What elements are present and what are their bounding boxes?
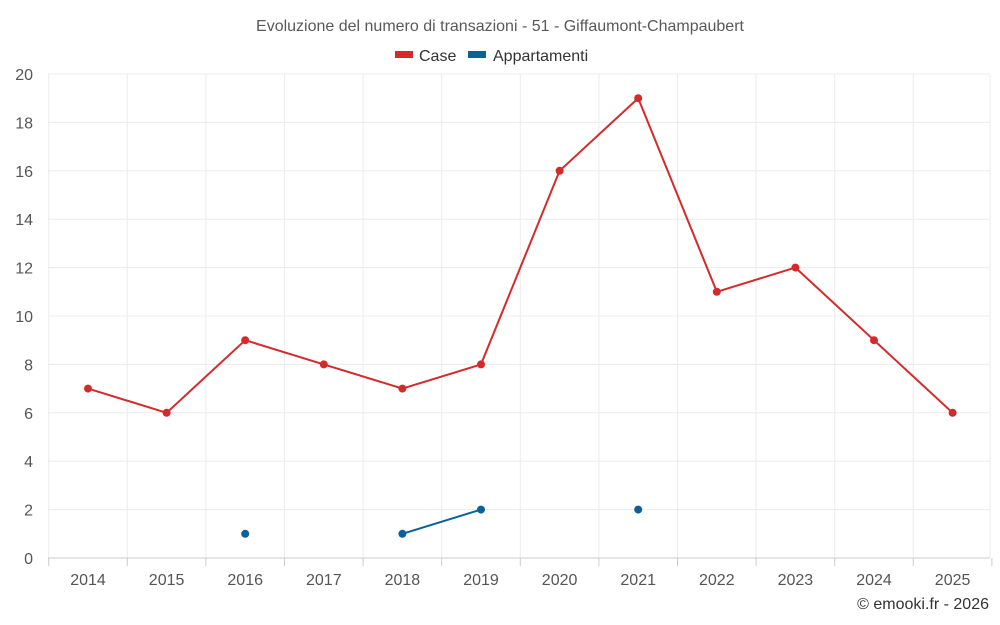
x-tick-label: 2023: [778, 572, 814, 589]
data-point-case[interactable]: [791, 263, 800, 272]
data-point-case[interactable]: [319, 360, 328, 369]
x-tick-label: 2024: [856, 572, 892, 589]
x-tick-label: 2019: [463, 572, 499, 589]
legend: Case Appartamenti: [395, 48, 588, 65]
x-tick-label: 2015: [149, 572, 185, 589]
y-tick-label: 10: [15, 309, 33, 326]
legend-label-case: Case: [419, 48, 456, 65]
x-axis: 2014 2015 2016 2017 2018 2019 2020 2021 2022 2023…: [48, 557, 993, 589]
data-point-case[interactable]: [84, 384, 92, 393]
y-tick-label: 20: [15, 67, 33, 84]
y-tick-label: 0: [24, 551, 33, 568]
legend-label-appartamenti: Appartamenti: [493, 48, 588, 65]
y-tick-label: 16: [15, 164, 33, 181]
grid: [48, 73, 991, 558]
chart-title: Evoluzione del numero di transazioni - 5…: [256, 18, 745, 35]
x-tick-label: 2020: [542, 572, 578, 589]
data-point-appartamenti[interactable]: [477, 505, 485, 514]
data-point-case[interactable]: [162, 408, 171, 417]
y-tick-label: 6: [24, 406, 33, 423]
x-tick-label: 2022: [699, 572, 735, 589]
legend-swatch-appartamenti: [468, 51, 486, 58]
data-point-case[interactable]: [712, 287, 721, 296]
x-tick-label: 2018: [385, 572, 421, 589]
x-tick-label: 2025: [935, 572, 971, 589]
x-tick-label: 2014: [70, 572, 106, 589]
series-line-case: [87, 97, 954, 414]
data-point-case[interactable]: [948, 408, 957, 417]
data-point-appartamenti[interactable]: [634, 505, 643, 514]
data-point-appartamenti[interactable]: [241, 529, 250, 538]
data-point-case[interactable]: [477, 360, 485, 369]
series-case: [84, 94, 957, 417]
data-point-case[interactable]: [870, 336, 878, 345]
y-tick-label: 14: [15, 212, 33, 229]
legend-item-appartamenti[interactable]: Appartamenti: [468, 48, 588, 65]
data-point-case[interactable]: [555, 166, 564, 175]
legend-item-case[interactable]: Case: [395, 48, 456, 65]
series-appartamenti: [241, 505, 643, 538]
credit-text: © emooki.fr - 2026: [857, 596, 989, 613]
data-point-case[interactable]: [398, 384, 407, 393]
y-axis: 0 2 4 6 8 10 12 14 16 18 20: [15, 67, 33, 568]
y-tick-label: 18: [15, 115, 33, 132]
data-point-appartamenti[interactable]: [398, 529, 407, 538]
y-tick-label: 2: [24, 503, 33, 520]
legend-swatch-case: [395, 51, 413, 58]
data-point-case[interactable]: [241, 336, 250, 345]
x-tick-label: 2017: [306, 572, 342, 589]
y-tick-label: 4: [24, 454, 33, 471]
x-tick-label: 2016: [227, 572, 263, 589]
y-tick-label: 12: [15, 261, 33, 278]
x-tick-label: 2021: [620, 572, 656, 589]
data-point-case[interactable]: [634, 94, 643, 103]
series-line-appartamenti: [402, 508, 482, 535]
series: [84, 94, 957, 538]
y-tick-label: 8: [24, 357, 33, 374]
